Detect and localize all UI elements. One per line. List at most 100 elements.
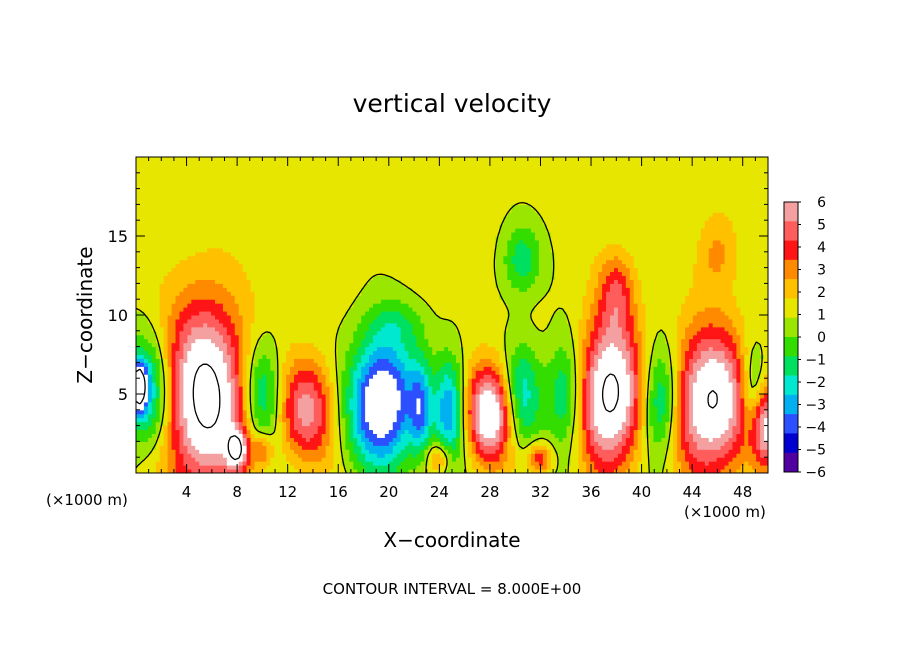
field-cell [143, 437, 149, 442]
field-cell [329, 358, 334, 363]
field-cell [598, 358, 603, 363]
field-cell [218, 386, 224, 391]
field-cell [471, 421, 477, 427]
field-cell [191, 433, 196, 438]
field-cell [546, 350, 552, 355]
field-cell [400, 465, 406, 470]
field-cell [507, 469, 512, 473]
field-cell [278, 429, 283, 434]
field-cell [527, 421, 532, 427]
field-cell [171, 386, 176, 391]
field-cell [436, 409, 441, 415]
field-cell [610, 405, 615, 411]
field-cell [329, 378, 334, 383]
field-cell [440, 437, 445, 442]
field-cell [550, 350, 556, 355]
field-cell [546, 425, 552, 431]
field-cell [752, 429, 757, 434]
field-cell [270, 469, 275, 473]
field-cell [179, 465, 184, 470]
field-cell [345, 457, 350, 462]
field-cell [278, 390, 283, 395]
field-cell [503, 405, 508, 411]
field-cell [183, 346, 188, 352]
field-cell [515, 453, 520, 458]
field-cell [250, 362, 255, 367]
field-cell [313, 374, 319, 379]
field-cell [645, 378, 650, 383]
field-cell [625, 461, 631, 466]
field-cell [294, 358, 299, 363]
field-cell [242, 397, 248, 403]
field-cell [337, 457, 342, 462]
field-cell [436, 390, 441, 395]
field-cell [760, 437, 765, 442]
field-cell [523, 465, 528, 470]
field-cell [534, 394, 540, 399]
field-cell [222, 465, 228, 470]
field-cell [266, 354, 271, 359]
field-cell [649, 441, 654, 446]
field-cell [744, 378, 749, 383]
field-cell [305, 409, 311, 415]
field-cell [175, 366, 180, 371]
field-cell [282, 445, 287, 450]
field-cell [317, 409, 323, 415]
field-cell [523, 417, 528, 423]
field-cell [487, 417, 492, 423]
field-cell [136, 397, 141, 403]
field-cell [673, 394, 678, 399]
field-cell [171, 370, 176, 375]
field-cell [388, 449, 394, 454]
field-cell [519, 453, 524, 458]
field-cell [511, 457, 516, 462]
field-cell [203, 437, 208, 442]
field-cell [495, 366, 500, 371]
field-cell [290, 429, 295, 434]
field-cell [179, 394, 184, 399]
field-cell [436, 437, 441, 442]
field-cell [199, 370, 204, 375]
field-cell [266, 453, 271, 458]
field-cell [333, 453, 338, 458]
field-cell [325, 453, 331, 458]
field-cell [412, 366, 417, 371]
field-cell [574, 469, 579, 473]
field-cell [562, 354, 568, 359]
field-cell [752, 433, 757, 438]
field-cell [728, 413, 733, 419]
field-cell [586, 429, 591, 434]
field-cell [673, 433, 678, 438]
field-cell [610, 457, 615, 462]
field-cell [151, 394, 157, 399]
field-cell [203, 386, 208, 391]
field-cell [218, 354, 224, 359]
field-cell [590, 429, 595, 434]
field-cell [274, 378, 279, 383]
field-cell [744, 370, 749, 375]
field-cell [424, 401, 429, 407]
field-cell [748, 441, 753, 446]
field-cell [617, 453, 623, 458]
field-cell [163, 421, 169, 427]
field-cell [495, 437, 500, 442]
field-cell [388, 413, 394, 419]
field-cell [499, 425, 504, 431]
field-cell [373, 358, 378, 363]
field-cell [345, 437, 350, 442]
field-cell [266, 346, 271, 352]
field-cell [546, 465, 552, 470]
field-cell [408, 421, 413, 427]
field-cell [649, 382, 654, 387]
field-cell [594, 413, 599, 419]
field-cell [621, 437, 627, 442]
field-cell [171, 401, 176, 407]
field-cell [677, 421, 682, 427]
field-cell [483, 441, 489, 446]
field-cell [629, 421, 635, 427]
field-cell [534, 397, 540, 403]
field-cell [641, 449, 647, 454]
field-cell [696, 397, 702, 403]
field-cell [222, 469, 228, 473]
field-cell [147, 358, 153, 363]
